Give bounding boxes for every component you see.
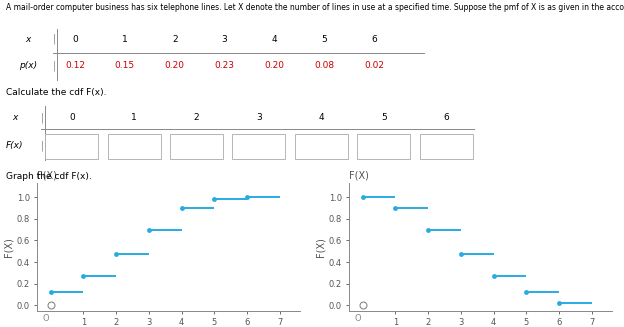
Text: 5: 5 [321,35,328,44]
Text: 0: 0 [69,113,75,122]
Text: O: O [354,315,361,323]
Text: O: O [42,315,49,323]
Text: Calculate the cdf F(x).: Calculate the cdf F(x). [6,88,107,97]
Text: F(X): F(X) [37,171,57,181]
Text: 1: 1 [122,35,128,44]
Text: 0.08: 0.08 [314,61,334,70]
Text: F(X): F(X) [349,171,369,181]
Y-axis label: F(X): F(X) [316,237,326,257]
Text: |: | [53,34,56,44]
Text: 3: 3 [222,35,228,44]
Text: 4: 4 [318,113,324,122]
Y-axis label: F(X): F(X) [4,237,14,257]
Text: p(x): p(x) [19,61,37,70]
Text: 5: 5 [381,113,387,122]
Text: 0.20: 0.20 [165,61,185,70]
Text: 6: 6 [371,35,378,44]
Text: 2: 2 [193,113,200,122]
Text: 0.20: 0.20 [265,61,285,70]
Text: 0.23: 0.23 [215,61,235,70]
Text: x: x [12,113,18,122]
Text: 0.02: 0.02 [364,61,384,70]
Text: Graph the cdf F(x).: Graph the cdf F(x). [6,172,92,181]
Text: |: | [41,112,44,123]
Text: 0.15: 0.15 [115,61,135,70]
Text: 0: 0 [72,35,78,44]
Text: 1: 1 [131,113,137,122]
Text: 4: 4 [271,35,278,44]
Text: 6: 6 [443,113,449,122]
Text: A mail-order computer business has six telephone lines. Let X denote the number : A mail-order computer business has six t… [6,3,624,12]
Text: 3: 3 [256,113,262,122]
Text: |: | [41,140,44,151]
Text: x: x [25,35,31,44]
Text: 2: 2 [172,35,178,44]
Text: 0.12: 0.12 [65,61,85,70]
Text: |: | [53,60,56,71]
Text: F(x): F(x) [6,141,24,150]
